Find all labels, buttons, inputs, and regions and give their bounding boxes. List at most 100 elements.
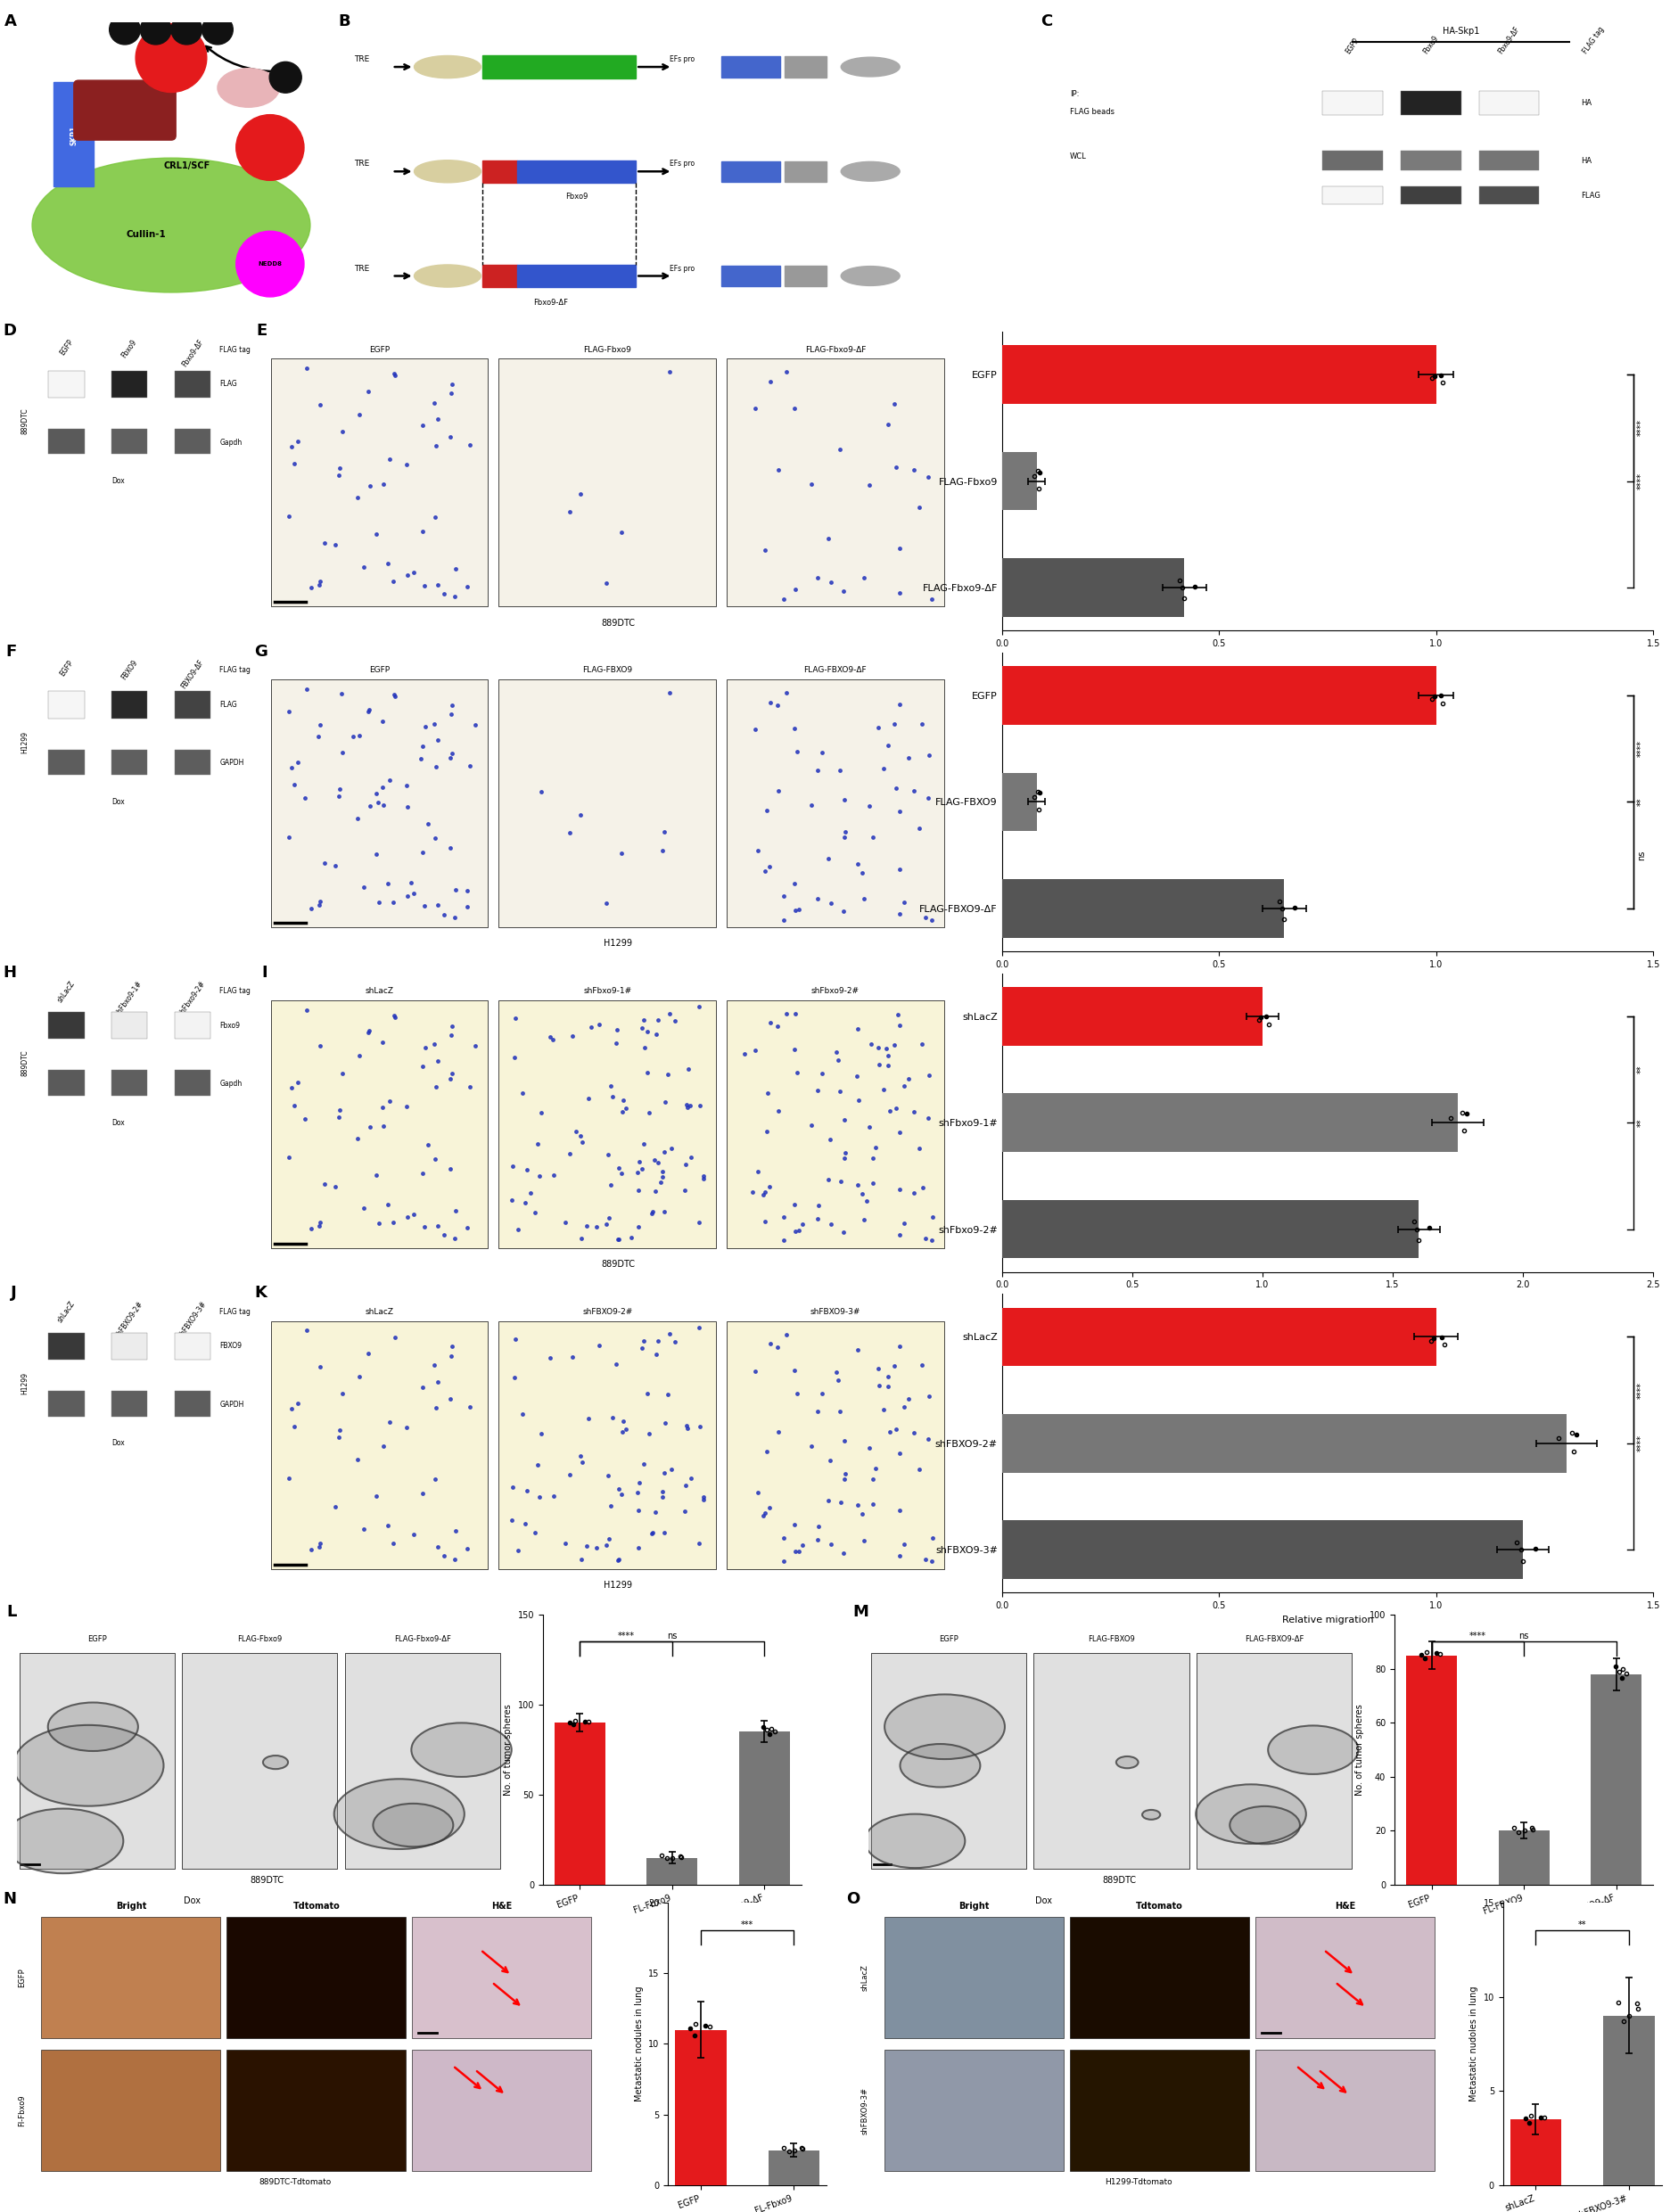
FancyBboxPatch shape (20, 1652, 174, 1869)
FancyBboxPatch shape (1401, 91, 1461, 115)
Text: E2: E2 (237, 84, 247, 93)
Text: EGFP: EGFP (369, 666, 389, 675)
Text: FLAG tag: FLAG tag (220, 666, 250, 675)
Text: FLAG tag: FLAG tag (220, 1307, 250, 1316)
FancyBboxPatch shape (1323, 186, 1383, 204)
FancyBboxPatch shape (726, 358, 944, 606)
Text: IP:: IP: (1070, 91, 1079, 97)
FancyBboxPatch shape (175, 372, 210, 398)
FancyBboxPatch shape (721, 161, 780, 181)
Text: Dox: Dox (112, 1440, 125, 1447)
Text: 889DTC: 889DTC (601, 1261, 635, 1270)
Text: Zeocin: Zeocin (862, 168, 880, 175)
FancyBboxPatch shape (344, 1652, 501, 1869)
Circle shape (1116, 1756, 1139, 1767)
Text: Dox: Dox (1035, 1896, 1052, 1905)
Text: H1299: H1299 (603, 1582, 633, 1590)
Text: FLAG beads: FLAG beads (1070, 108, 1114, 115)
Bar (740, 1732, 790, 1885)
Text: FLAG: FLAG (439, 272, 456, 281)
FancyBboxPatch shape (785, 58, 827, 77)
Text: L: L (7, 1604, 17, 1619)
FancyBboxPatch shape (227, 1916, 406, 2037)
FancyBboxPatch shape (112, 1391, 147, 1416)
Text: shFBXO9-3#: shFBXO9-3# (862, 2086, 868, 2135)
Text: F-box: F-box (114, 106, 137, 115)
Text: HA: HA (1581, 157, 1592, 166)
Text: EFs pro: EFs pro (670, 159, 695, 168)
Bar (1002, 666, 1436, 726)
FancyBboxPatch shape (48, 1013, 84, 1040)
Text: FLAG: FLAG (1581, 190, 1600, 199)
Text: ****: **** (1470, 1632, 1486, 1641)
Text: EGFP: EGFP (1344, 35, 1361, 55)
Text: WCL: WCL (1070, 153, 1087, 161)
FancyBboxPatch shape (412, 1916, 591, 2037)
FancyBboxPatch shape (1070, 1916, 1249, 2037)
Circle shape (48, 1703, 139, 1752)
FancyBboxPatch shape (483, 55, 636, 77)
Text: P2A: P2A (798, 62, 812, 71)
Text: 889DTC: 889DTC (250, 1876, 284, 1885)
Text: **: ** (1578, 1920, 1586, 1929)
FancyBboxPatch shape (112, 1334, 147, 1360)
FancyBboxPatch shape (175, 1334, 210, 1360)
FancyBboxPatch shape (271, 1000, 488, 1248)
Text: M: M (852, 1604, 868, 1619)
Circle shape (1229, 1807, 1299, 1845)
Text: O: O (847, 1891, 860, 1907)
Circle shape (135, 24, 207, 93)
FancyBboxPatch shape (721, 58, 780, 77)
Text: shFBXO9-3#: shFBXO9-3# (810, 1307, 860, 1316)
Text: TRE: TRE (354, 265, 369, 272)
Text: Fbxo9-ΔF: Fbxo9-ΔF (534, 299, 568, 307)
FancyBboxPatch shape (785, 265, 827, 285)
Text: FBXO9: FBXO9 (120, 659, 139, 681)
FancyBboxPatch shape (112, 750, 147, 774)
FancyBboxPatch shape (175, 692, 210, 719)
Text: shLacZ: shLacZ (57, 980, 77, 1004)
Text: Dox: Dox (184, 1896, 200, 1905)
FancyBboxPatch shape (1480, 186, 1540, 204)
Text: GAPDH: GAPDH (220, 1400, 244, 1409)
FancyBboxPatch shape (48, 429, 84, 453)
Text: FLAG-FBXO9-ΔF: FLAG-FBXO9-ΔF (1244, 1635, 1304, 1644)
Bar (1592, 1674, 1642, 1885)
Text: FLAG-Fbxo9: FLAG-Fbxo9 (237, 1635, 282, 1644)
Circle shape (235, 230, 304, 296)
FancyBboxPatch shape (1070, 2051, 1249, 2172)
FancyBboxPatch shape (1323, 150, 1383, 170)
Bar (1603, 2015, 1655, 2185)
Text: Ub: Ub (122, 27, 129, 31)
Text: Fbxo9: Fbxo9 (564, 168, 588, 175)
Text: GAPDH: GAPDH (220, 759, 244, 768)
Text: H&E: H&E (1334, 1902, 1356, 1911)
FancyBboxPatch shape (73, 80, 175, 139)
FancyBboxPatch shape (175, 750, 210, 774)
FancyBboxPatch shape (518, 159, 636, 184)
Circle shape (170, 15, 202, 44)
Text: G: G (254, 644, 267, 659)
Text: Ub: Ub (152, 27, 159, 31)
FancyBboxPatch shape (872, 1652, 1025, 1869)
Bar (1002, 1413, 1566, 1473)
Text: H1299: H1299 (20, 730, 28, 754)
Bar (1002, 1520, 1523, 1579)
Text: H1299: H1299 (603, 940, 633, 949)
Text: EFs pro: EFs pro (670, 55, 695, 64)
Text: TRE: TRE (354, 159, 369, 168)
Text: FLAG-FBXO9: FLAG-FBXO9 (1087, 1635, 1136, 1644)
Bar (1002, 1093, 1458, 1152)
Circle shape (140, 15, 172, 44)
Text: TRE: TRE (354, 55, 369, 64)
FancyBboxPatch shape (1034, 1652, 1189, 1869)
Text: ***: *** (741, 1920, 753, 1929)
Text: H: H (3, 964, 17, 980)
X-axis label: Relative migration: Relative migration (1283, 1294, 1373, 1303)
FancyBboxPatch shape (175, 1391, 210, 1416)
Text: Cullin-1: Cullin-1 (127, 230, 167, 239)
FancyBboxPatch shape (112, 692, 147, 719)
Text: RING: RING (261, 144, 279, 153)
Text: FLAG: FLAG (220, 701, 237, 708)
Text: FBXO9-ΔF: FBXO9-ΔF (180, 659, 205, 690)
